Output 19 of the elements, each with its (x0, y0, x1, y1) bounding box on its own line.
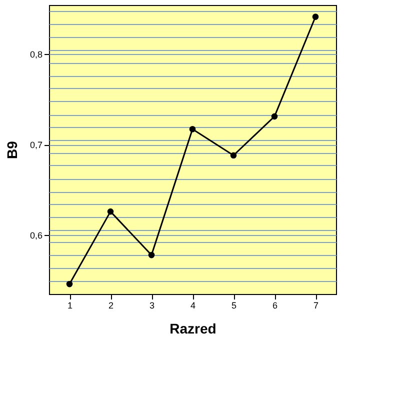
point (148, 252, 155, 258)
x-tick-label: 1 (67, 300, 73, 310)
y-axis-title: B9 (4, 140, 20, 159)
point (230, 152, 237, 159)
x-tick-label: 2 (108, 300, 114, 310)
x-tick-label: 3 (149, 300, 155, 310)
x-tick-label: 7 (313, 300, 319, 310)
point (107, 208, 114, 215)
y-tick-label: 0,6 (30, 230, 42, 241)
point (66, 280, 73, 288)
point (312, 14, 319, 20)
x-tick-label: 6 (272, 300, 278, 310)
x-tick-label: 5 (231, 300, 237, 310)
y-tick-label: 0,8 (30, 49, 42, 60)
y-tick-label: 0,7 (30, 140, 42, 150)
x-axis-title: Razred (170, 320, 216, 336)
point (271, 113, 278, 120)
point (189, 126, 196, 132)
x-tick-label: 4 (190, 300, 196, 310)
